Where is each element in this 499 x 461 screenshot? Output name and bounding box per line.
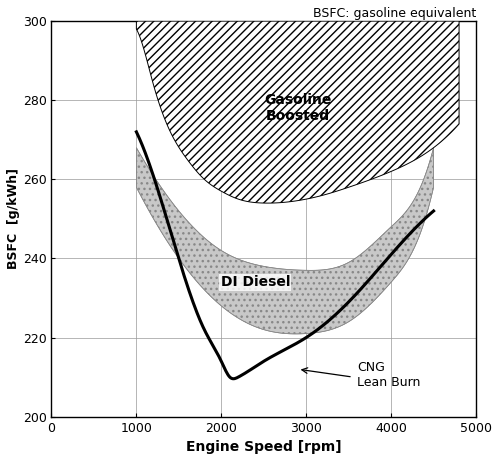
- Text: CNG
Lean Burn: CNG Lean Burn: [357, 361, 421, 389]
- X-axis label: Engine Speed [rpm]: Engine Speed [rpm]: [186, 440, 342, 454]
- Text: BSFC: gasoline equivalent: BSFC: gasoline equivalent: [313, 7, 476, 20]
- Polygon shape: [136, 21, 459, 203]
- Text: Gasoline
Boosted: Gasoline Boosted: [264, 93, 331, 123]
- Polygon shape: [136, 148, 434, 334]
- Y-axis label: BSFC  [g/kWh]: BSFC [g/kWh]: [7, 168, 20, 269]
- Text: DI Diesel: DI Diesel: [221, 275, 290, 289]
